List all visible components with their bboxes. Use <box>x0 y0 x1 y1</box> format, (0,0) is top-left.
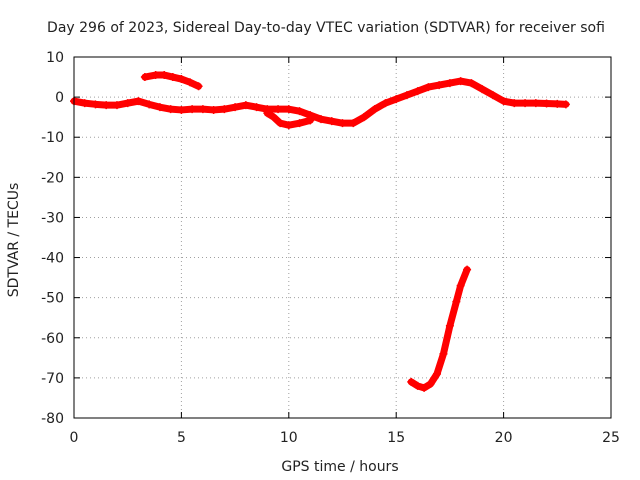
data-point <box>349 119 358 128</box>
data-point <box>338 119 347 128</box>
data-point <box>168 73 177 82</box>
y-tick-label: -60 <box>41 331 64 347</box>
data-point <box>426 379 435 388</box>
data-point <box>420 383 429 392</box>
data-point <box>151 71 160 80</box>
y-tick-label: -50 <box>41 291 64 307</box>
data-point <box>433 369 442 378</box>
x-tick-label: 10 <box>280 430 298 446</box>
data-point <box>188 105 197 114</box>
data-point <box>185 78 194 87</box>
y-tick-label: -20 <box>41 170 64 186</box>
data-point <box>295 119 304 128</box>
data-point <box>452 297 461 306</box>
data-point <box>413 381 422 390</box>
data-point <box>284 105 293 114</box>
data-point <box>478 85 487 94</box>
data-point <box>231 103 240 112</box>
data-point <box>439 349 448 358</box>
y-tick-label: -10 <box>41 130 64 146</box>
data-point <box>166 105 175 114</box>
series-line <box>70 77 570 127</box>
data-point <box>435 81 444 90</box>
data-point <box>531 99 540 108</box>
data-point <box>269 113 278 122</box>
data-point <box>241 101 250 110</box>
x-tick-label: 15 <box>387 430 405 446</box>
data-point <box>276 119 285 128</box>
data-point <box>510 99 519 108</box>
data-point <box>306 116 315 125</box>
data-point <box>102 101 111 110</box>
data-point <box>155 103 164 112</box>
data-point <box>194 82 203 91</box>
data-point <box>177 75 186 84</box>
data-point <box>80 99 89 108</box>
data-point <box>160 71 169 80</box>
data-point <box>317 115 326 124</box>
data-point <box>542 99 551 108</box>
data-point <box>407 377 416 386</box>
data-point <box>220 105 229 114</box>
data-point <box>274 105 283 114</box>
data-point <box>456 281 465 290</box>
x-tick-label: 20 <box>495 430 513 446</box>
data-point <box>456 77 465 86</box>
y-tick-label: 0 <box>55 90 64 106</box>
data-point <box>140 73 149 82</box>
data-point <box>359 113 368 122</box>
data-point <box>263 109 272 118</box>
data-point <box>392 95 401 104</box>
data-point <box>553 99 562 108</box>
data-point <box>499 97 508 106</box>
data-point <box>445 321 454 330</box>
y-tick-label: -30 <box>41 210 64 226</box>
y-axis-label: SDTVAR / TECUs <box>6 183 22 298</box>
data-point <box>209 105 218 114</box>
y-tick-label: 10 <box>46 50 64 66</box>
data-point <box>91 100 100 109</box>
data-point <box>413 87 422 96</box>
x-tick-label: 25 <box>602 430 620 446</box>
data-point <box>284 121 293 130</box>
data-point <box>112 101 121 110</box>
data-point <box>295 107 304 116</box>
data-point <box>561 100 570 109</box>
data-point <box>463 265 472 274</box>
data-point <box>424 83 433 92</box>
data-point <box>467 79 476 88</box>
data-point <box>327 117 336 126</box>
x-tick-label: 5 <box>177 430 186 446</box>
data-point <box>134 97 143 106</box>
data-point <box>123 99 132 108</box>
data-point <box>198 105 207 114</box>
data-point <box>521 99 530 108</box>
x-axis-label: GPS time / hours <box>281 459 398 475</box>
data-point <box>370 105 379 114</box>
data-point <box>177 105 186 114</box>
y-tick-label: -80 <box>41 411 64 427</box>
plot-frame <box>73 56 612 419</box>
axis-ticks: 0 5 10 15 20 25 10 0 -10 -20 -30 -40 -50 -60 -70 -80 <box>41 50 620 446</box>
y-tick-label: -70 <box>41 371 64 387</box>
data-point <box>252 103 261 112</box>
data-point <box>381 99 390 108</box>
data-layer <box>70 71 570 392</box>
data-point <box>488 91 497 100</box>
y-tick-label: -40 <box>41 251 64 267</box>
data-point <box>402 91 411 100</box>
data-point <box>145 100 154 109</box>
series-line <box>407 266 471 392</box>
chart-title: Day 296 of 2023, Sidereal Day-to-day VTE… <box>47 20 605 36</box>
x-tick-label: 0 <box>70 430 79 446</box>
grid <box>74 57 611 418</box>
data-point <box>445 79 454 88</box>
